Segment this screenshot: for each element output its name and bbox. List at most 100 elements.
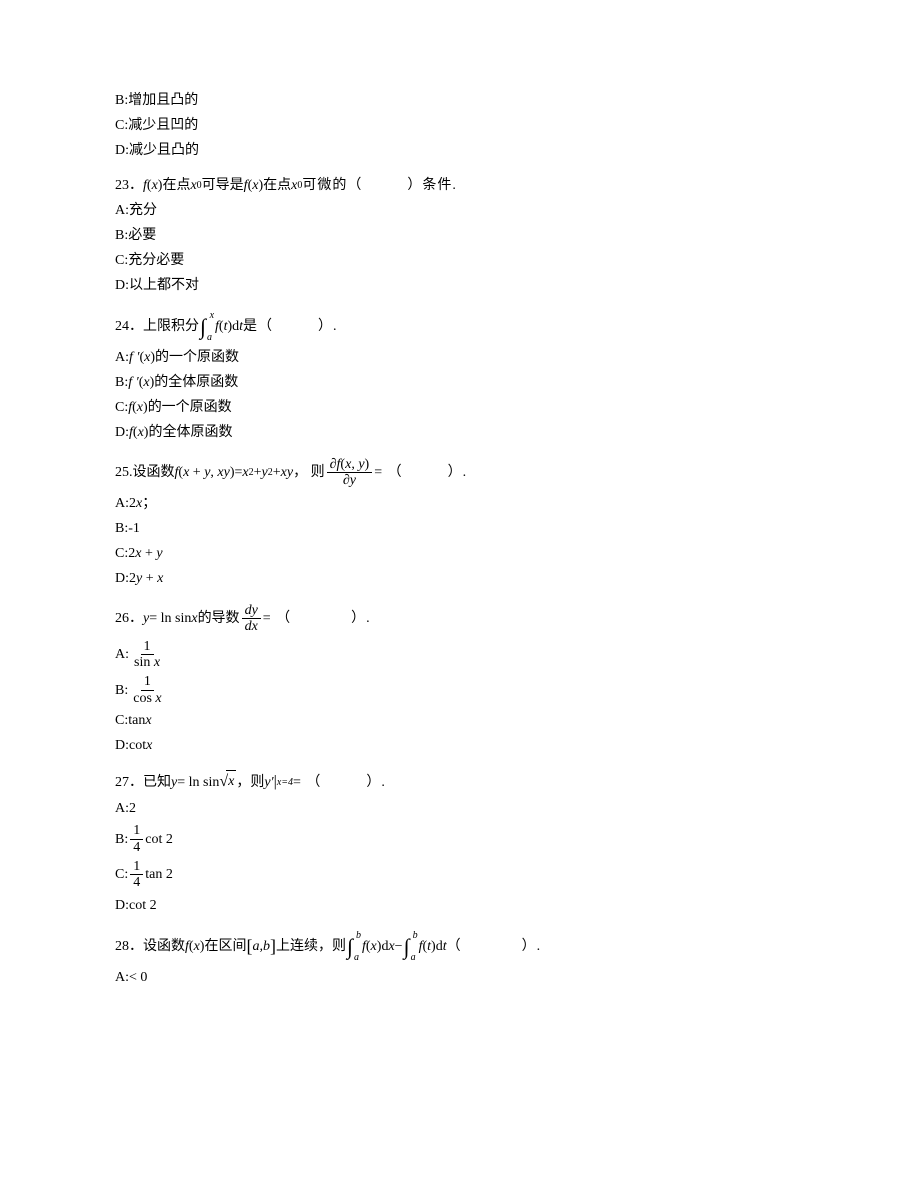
- opt-label: A:: [115, 798, 129, 819]
- math: +: [273, 462, 281, 483]
- q27-opt-d: D: cot 2: [115, 895, 805, 916]
- math: (x + y, xy): [178, 462, 234, 483]
- q23-opt-c: C: 充分必要: [115, 250, 805, 271]
- math: (x): [248, 175, 264, 196]
- math: x: [146, 735, 152, 756]
- q25-stem: 25. 设函数 f (x + y, xy) = x2 + y2 + xy ， 则…: [115, 457, 805, 489]
- opt-label: C:: [115, 864, 128, 885]
- text: 的一个原函数: [148, 397, 232, 418]
- math: x: [155, 691, 161, 706]
- math: f ′: [129, 347, 139, 368]
- q23-opt-a: A: 充分: [115, 200, 805, 221]
- opt-label: B:: [115, 90, 128, 111]
- int-upper: x: [210, 308, 214, 323]
- math: f ′: [128, 372, 138, 393]
- text: 的导数: [198, 608, 240, 629]
- q-num: 27．: [115, 772, 143, 793]
- q28-opt-a: A: < 0: [115, 967, 805, 988]
- opt-label: B:: [115, 829, 128, 850]
- text: sin: [134, 655, 154, 670]
- q-num: 25.: [115, 462, 133, 483]
- opt-label: C:: [115, 115, 128, 136]
- fraction: 14: [130, 859, 143, 891]
- text: ，则: [236, 772, 264, 793]
- opt-label: B:: [115, 225, 128, 246]
- text: ， 则: [293, 462, 325, 483]
- opt-label: B:: [115, 372, 128, 393]
- question-26: 26． y = ln sin x 的导数 dy dx = （ ）.: [115, 603, 805, 635]
- fraction: 14: [130, 823, 143, 855]
- q28-stem: 28． 设函数 f (x) 在区间 [a,b] 上连续，则 ∫ba f(x)dx…: [115, 930, 805, 963]
- frac-num: 1: [130, 823, 143, 839]
- text: 在区间: [204, 936, 246, 957]
- opt-label: D:: [115, 422, 129, 443]
- q27-opt-c: C: 14 tan 2: [115, 859, 805, 891]
- math: tan 2: [145, 864, 173, 885]
- fraction: ∂f(x, y) ∂y: [327, 457, 373, 489]
- math: (x): [189, 936, 205, 957]
- text: cos: [133, 691, 155, 706]
- opt-text: 充分: [129, 200, 157, 221]
- math: +: [254, 462, 262, 483]
- opt-label: A:: [115, 644, 129, 665]
- math: 2x: [129, 493, 142, 514]
- math: 2: [129, 798, 136, 819]
- opt-label: D:: [115, 275, 129, 296]
- math: −: [395, 936, 403, 957]
- math: -1: [128, 518, 140, 539]
- opt-label: C:: [115, 710, 128, 731]
- q26-opt-d: D: cot x: [115, 735, 805, 756]
- math: (x): [366, 936, 382, 957]
- int-upper: b: [413, 928, 418, 943]
- fraction: 1 sin x: [131, 639, 163, 671]
- opt-text: 以上都不对: [129, 275, 199, 296]
- math: < 0: [129, 967, 147, 988]
- opt-label: D:: [115, 568, 129, 589]
- q-num: 26．: [115, 608, 143, 629]
- frac-den: dx: [242, 619, 261, 634]
- text: 可微的（ ）条件.: [302, 175, 457, 196]
- text: 的一个原函数: [155, 347, 239, 368]
- q25-opt-d: D: 2y + x: [115, 568, 805, 589]
- opt-text: 充分必要: [128, 250, 184, 271]
- math: = ln sin: [177, 772, 219, 793]
- prev-opt-c: C: 减少且凹的: [115, 115, 805, 136]
- q-num: 24．: [115, 316, 143, 337]
- frac-den: cos x: [130, 691, 164, 706]
- math: x: [145, 710, 151, 731]
- int-upper: b: [356, 928, 361, 943]
- frac-num: 1: [141, 639, 154, 655]
- math: (t): [422, 936, 435, 957]
- opt-label: A:: [115, 200, 129, 221]
- question-24: 24． 上限积分 ∫xa f (t) d t 是（ ）.: [115, 310, 805, 343]
- fraction: dy dx: [242, 603, 261, 635]
- q23-opt-b: B: 必要: [115, 225, 805, 246]
- sqrt-arg: x: [226, 770, 236, 792]
- text: 的全体原函数: [154, 372, 238, 393]
- question-25: 25. 设函数 f (x + y, xy) = x2 + y2 + xy ， 则…: [115, 457, 805, 489]
- q25-opt-b: B: -1: [115, 518, 805, 539]
- text: 在点: [162, 175, 190, 196]
- opt-label: C:: [115, 397, 128, 418]
- q23-opt-d: D: 以上都不对: [115, 275, 805, 296]
- math: tan: [128, 710, 145, 731]
- opt-text: 增加且凸的: [128, 90, 198, 111]
- subscript: x=4: [277, 775, 293, 790]
- math: cot: [129, 735, 146, 756]
- q-num: 23．: [115, 175, 143, 196]
- opt-label: C:: [115, 543, 128, 564]
- int-lower: a: [411, 950, 416, 965]
- question-28: 28． 设函数 f (x) 在区间 [a,b] 上连续，则 ∫ba f(x)dx…: [115, 930, 805, 963]
- opt-label: B:: [115, 680, 128, 701]
- math: (x): [132, 397, 148, 418]
- opt-label: B:: [115, 518, 128, 539]
- opt-label: D:: [115, 735, 129, 756]
- q24-opt-c: C: f(x)的一个原函数: [115, 397, 805, 418]
- q26-stem: 26． y = ln sin x 的导数 dy dx = （ ）.: [115, 603, 805, 635]
- q24-opt-b: B: f ′(x)的全体原函数: [115, 372, 805, 393]
- text: 已知: [143, 772, 171, 793]
- integral-icon: ∫xa: [200, 310, 206, 343]
- q24-opt-d: D: f(x)的全体原函数: [115, 422, 805, 443]
- frac-den: ∂y: [340, 473, 359, 488]
- text: 上连续，则: [276, 936, 346, 957]
